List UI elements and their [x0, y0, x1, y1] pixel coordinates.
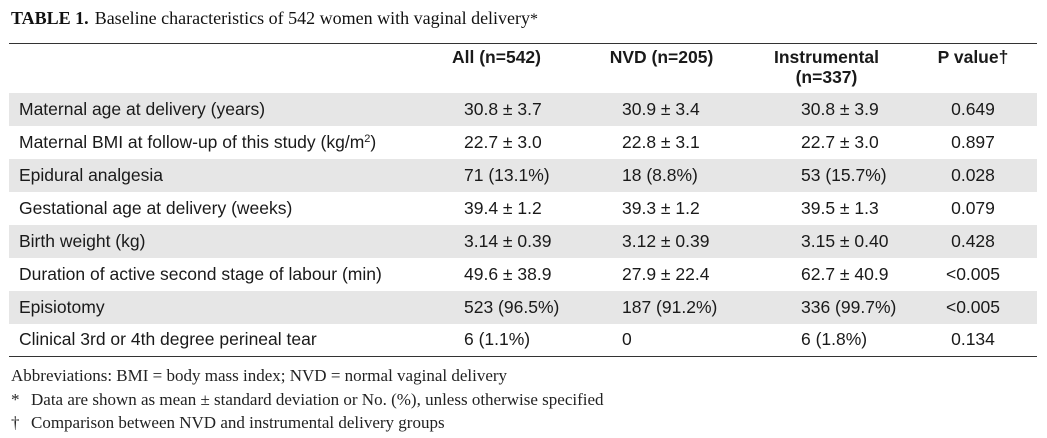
header-p-value: P value†	[937, 47, 1009, 67]
instrumental-cell: 39.5 ± 1.3	[801, 197, 879, 218]
table-row: Episiotomy 523 (96.5%) 187 (91.2%) 336 (…	[9, 290, 1037, 324]
table-row: Clinical 3rd or 4th degree perineal tear…	[9, 324, 1037, 357]
nvd-cell: 39.3 ± 1.2	[622, 197, 700, 218]
characteristic-cell: Gestational age at delivery (weeks)	[19, 197, 293, 218]
all-cell: 39.4 ± 1.2	[464, 197, 542, 218]
table-row: Maternal BMI at follow-up of this study …	[9, 126, 1037, 159]
caption-footnote-mark: *	[530, 11, 539, 28]
p-value-cell: 0.134	[951, 329, 995, 350]
nvd-cell: 27.9 ± 22.4	[622, 263, 710, 284]
instrumental-cell: 62.7 ± 40.9	[801, 263, 889, 284]
comparison-note: † Comparison between NVD and instrumental…	[11, 411, 604, 435]
table-row: Maternal age at delivery (years) 30.8 ± …	[9, 92, 1037, 126]
table-footnotes: Abbreviations: BMI = body mass index; NV…	[11, 364, 604, 435]
instrumental-cell: 336 (99.7%)	[801, 296, 897, 317]
baseline-characteristics-table: All (n=542) NVD (n=205) Instrumental (n=3…	[9, 43, 1037, 357]
caption-text: Baseline characteristics of 542 women wi…	[94, 8, 531, 28]
all-cell: 71 (13.1%)	[464, 164, 550, 185]
all-cell: 22.7 ± 3.0	[464, 131, 542, 152]
p-value-cell: 0.028	[951, 164, 995, 185]
all-cell: 30.8 ± 3.7	[464, 98, 542, 119]
table-caption: TABLE 1. Baseline characteristics of 542 …	[11, 8, 538, 29]
characteristic-cell: Maternal BMI at follow-up of this study …	[19, 131, 377, 152]
p-value-cell: 0.897	[951, 131, 995, 152]
nvd-cell: 187 (91.2%)	[622, 296, 718, 317]
all-cell: 6 (1.1%)	[464, 329, 531, 350]
abbreviations-note: Abbreviations: BMI = body mass index; NV…	[11, 366, 508, 385]
table-row: Epidural analgesia 71 (13.1%) 18 (8.8%) …	[9, 158, 1037, 192]
header-nvd: NVD (n=205)	[609, 47, 714, 67]
characteristic-cell: Birth weight (kg)	[19, 230, 146, 251]
nvd-cell: 3.12 ± 0.39	[622, 230, 710, 251]
p-value-cell: 0.428	[951, 230, 995, 251]
header-characteristic	[9, 44, 414, 93]
table-row: Duration of active second stage of labou…	[9, 258, 1037, 291]
table-label: TABLE 1.	[11, 8, 89, 28]
instrumental-cell: 30.8 ± 3.9	[801, 98, 879, 119]
asterisk-symbol: *	[11, 389, 20, 409]
nvd-cell: 18 (8.8%)	[622, 164, 698, 185]
header-row: All (n=542) NVD (n=205) Instrumental (n=3…	[9, 43, 1037, 93]
characteristic-cell: Maternal age at delivery (years)	[19, 98, 266, 119]
characteristic-cell: Epidural analgesia	[19, 164, 163, 185]
dagger-symbol: †	[11, 413, 20, 432]
nvd-cell: 30.9 ± 3.4	[622, 98, 700, 119]
nvd-cell: 22.8 ± 3.1	[622, 131, 700, 152]
nvd-cell: 0	[622, 329, 632, 350]
table-row: Birth weight (kg) 3.14 ± 0.39 3.12 ± 0.3…	[9, 224, 1037, 258]
p-value-cell: 0.649	[951, 98, 995, 119]
all-cell: 3.14 ± 0.39	[464, 230, 552, 251]
all-cell: 523 (96.5%)	[464, 296, 560, 317]
instrumental-cell: 22.7 ± 3.0	[801, 131, 879, 152]
table-row: Gestational age at delivery (weeks) 39.4…	[9, 192, 1037, 225]
data-format-note: * Data are shown as mean ± standard devia…	[11, 388, 604, 412]
p-value-cell: <0.005	[945, 296, 1000, 317]
header-instrumental: Instrumental (n=337)	[773, 47, 880, 87]
instrumental-cell: 6 (1.8%)	[801, 329, 868, 350]
p-value-cell: <0.005	[945, 263, 1000, 284]
instrumental-cell: 53 (15.7%)	[801, 164, 887, 185]
header-all: All (n=542)	[452, 47, 541, 67]
characteristic-cell: Clinical 3rd or 4th degree perineal tear	[19, 329, 317, 350]
characteristic-cell: Episiotomy	[19, 296, 105, 317]
instrumental-cell: 3.15 ± 0.40	[801, 230, 889, 251]
all-cell: 49.6 ± 38.9	[464, 263, 552, 284]
p-value-cell: 0.079	[951, 197, 995, 218]
characteristic-cell: Duration of active second stage of labou…	[19, 263, 382, 284]
